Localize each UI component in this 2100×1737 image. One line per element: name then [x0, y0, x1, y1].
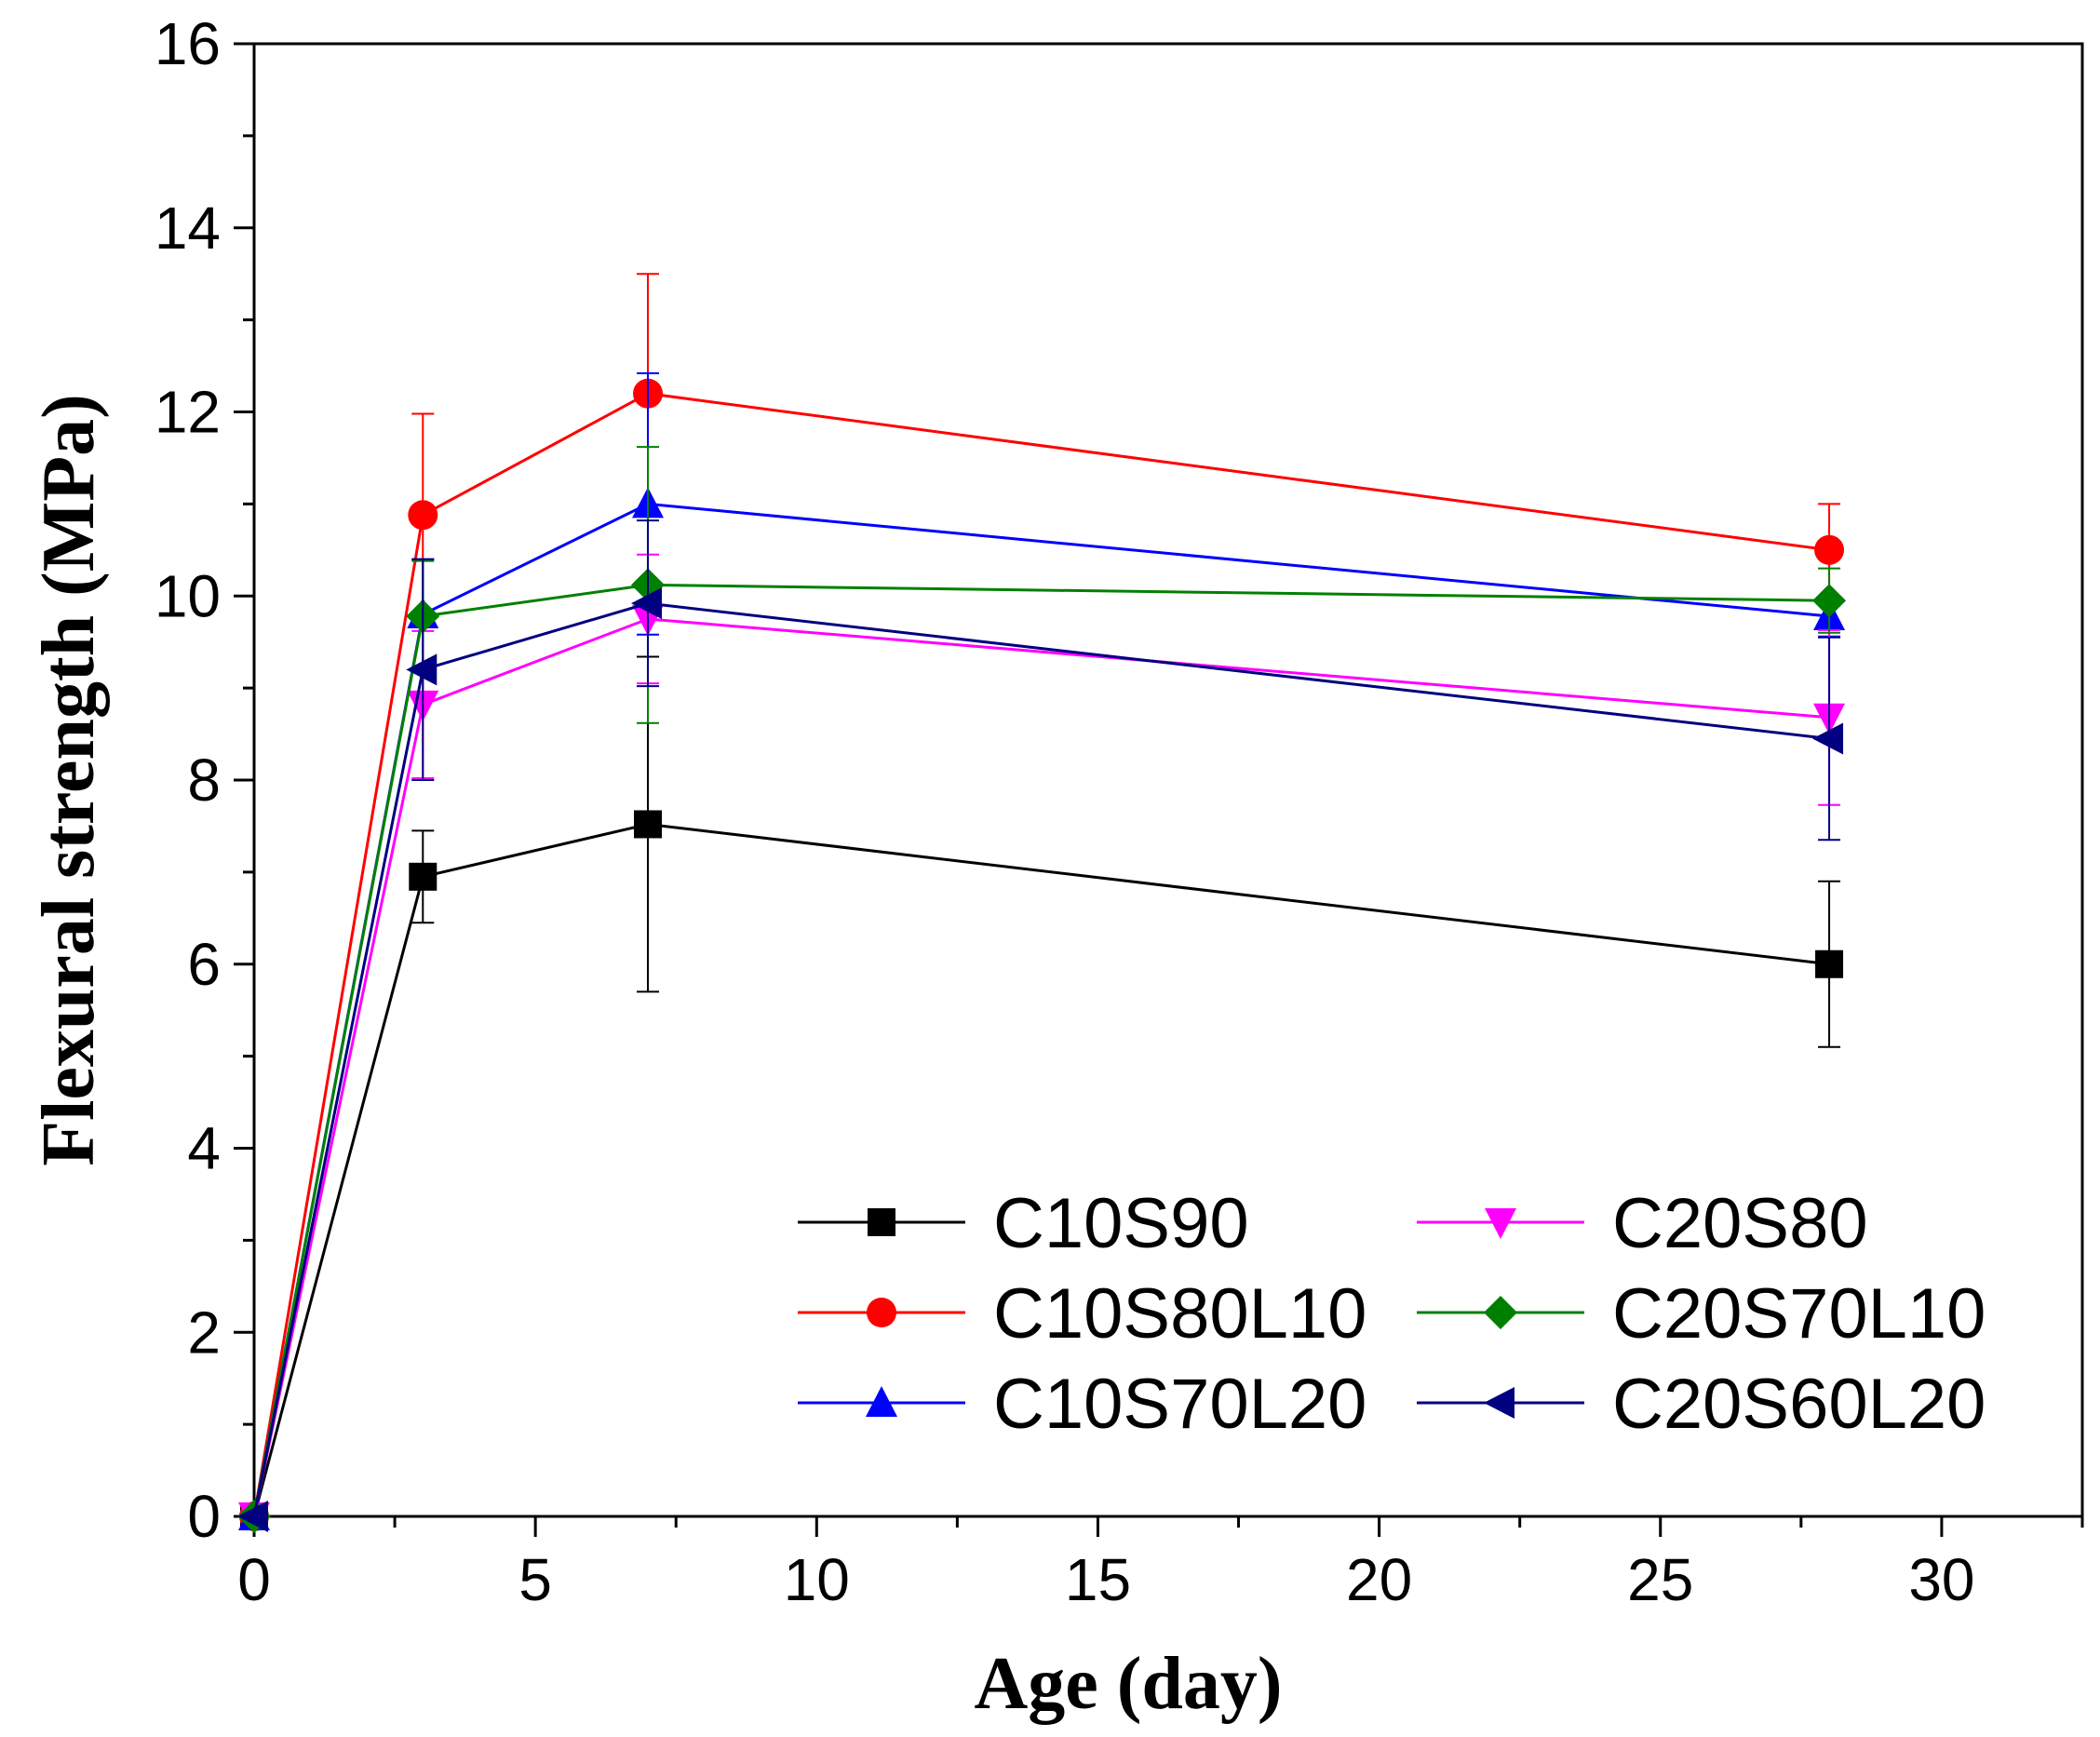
series-line — [252, 583, 1830, 1517]
legend-label: C20S70L10 — [1612, 1274, 1986, 1353]
y-tick-label: 6 — [187, 931, 221, 998]
x-tick-label: 10 — [784, 1546, 850, 1613]
legend-label: C20S80 — [1612, 1184, 1868, 1263]
y-tick-label: 12 — [155, 379, 221, 446]
y-tick-label: 8 — [187, 747, 221, 814]
legend-marker — [1484, 1296, 1517, 1329]
y-tick-label: 0 — [187, 1483, 221, 1550]
legend-item-C20S70L10: C20S70L10 — [1417, 1274, 1986, 1353]
series-line — [252, 601, 1830, 1517]
data-point — [1812, 584, 1847, 618]
legend-label: C10S80L10 — [993, 1274, 1366, 1353]
axes: 0 5 10 15 20 25 30 0 2 4 6 8 10 12 14 16 — [155, 10, 2084, 1613]
data-point — [631, 587, 663, 620]
y-tick-label: 16 — [155, 10, 221, 77]
y-tick-label: 14 — [155, 195, 221, 262]
data-point — [406, 653, 438, 686]
legend-label: C10S70L20 — [993, 1365, 1366, 1444]
data-point — [1815, 949, 1844, 978]
series-line — [252, 617, 1830, 1517]
x-tick-label: 30 — [1908, 1546, 1974, 1613]
y-tick-label: 10 — [155, 562, 221, 629]
legend-label: C20S60L20 — [1612, 1365, 1986, 1444]
series-C10S70L20 — [238, 371, 1846, 1530]
legend-marker — [868, 1208, 895, 1236]
series-line — [252, 392, 1830, 1517]
series-line — [252, 822, 1830, 1517]
y-tick-label: 2 — [187, 1299, 221, 1366]
data-point — [409, 862, 438, 891]
legend-marker — [867, 1298, 896, 1327]
legend: C10S90 C10S80L10 C10S70L20 C20S80 C20S70L10 C… — [798, 1184, 1986, 1444]
legend-item-C10S90: C10S90 — [798, 1184, 1249, 1263]
series-layer — [237, 273, 1847, 1533]
y-axis-title: Flexural strength (MPa) — [28, 394, 110, 1165]
x-tick-label: 25 — [1627, 1546, 1693, 1613]
x-tick-label: 0 — [237, 1546, 271, 1613]
x-tick-label: 5 — [518, 1546, 552, 1613]
y-tick-label: 4 — [187, 1115, 221, 1182]
legend-item-C10S80L10: C10S80L10 — [798, 1274, 1366, 1353]
legend-marker — [1485, 1208, 1516, 1239]
data-point — [1812, 722, 1844, 755]
x-axis-title: Age (day) — [974, 1643, 1282, 1725]
x-tick-label: 15 — [1065, 1546, 1131, 1613]
data-point — [634, 810, 663, 839]
x-tick-label: 20 — [1346, 1546, 1412, 1613]
legend-item-C20S60L20: C20S60L20 — [1417, 1365, 1986, 1444]
data-point — [1814, 534, 1845, 565]
legend-marker — [1484, 1387, 1514, 1419]
legend-item-C20S80: C20S80 — [1417, 1184, 1868, 1263]
legend-marker — [866, 1386, 897, 1417]
series-C20S60L20 — [237, 519, 1844, 1532]
legend-item-C10S70L20: C10S70L20 — [798, 1365, 1366, 1444]
data-point — [408, 500, 438, 531]
data-point — [237, 1501, 268, 1532]
legend-label: C10S90 — [993, 1184, 1249, 1263]
